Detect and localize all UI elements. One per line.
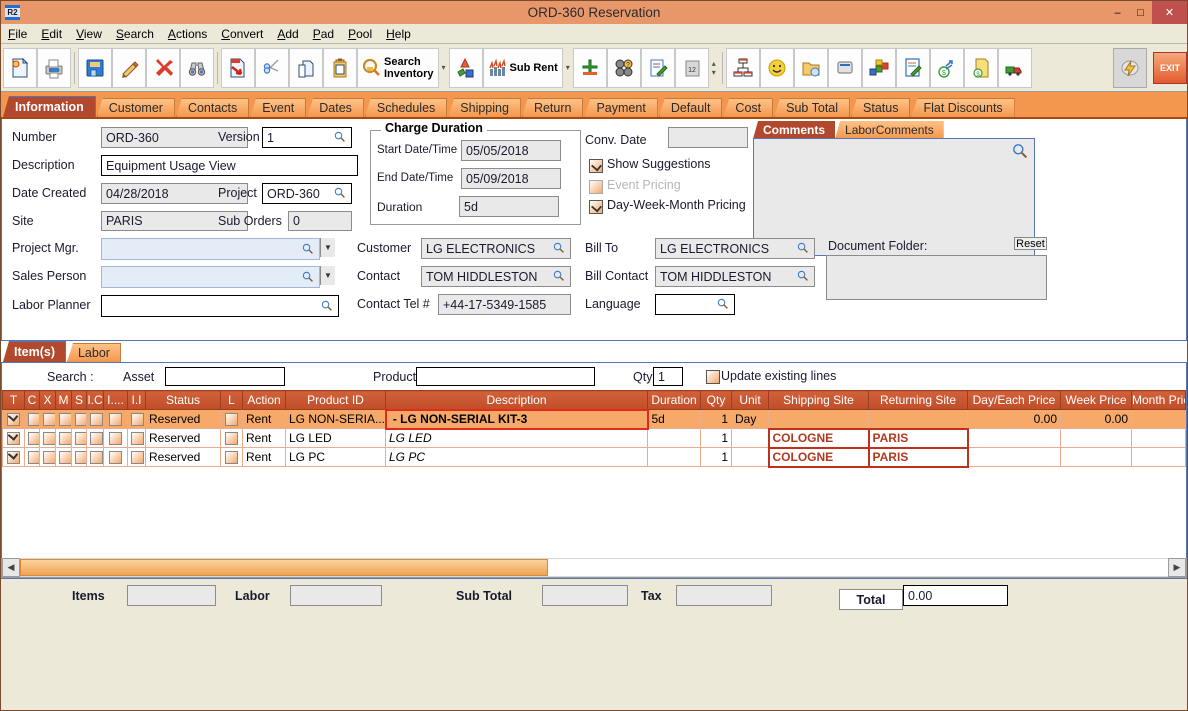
- svg-text:?: ?: [626, 62, 630, 69]
- svg-text:$: $: [942, 70, 946, 77]
- svg-text:12: 12: [688, 67, 696, 74]
